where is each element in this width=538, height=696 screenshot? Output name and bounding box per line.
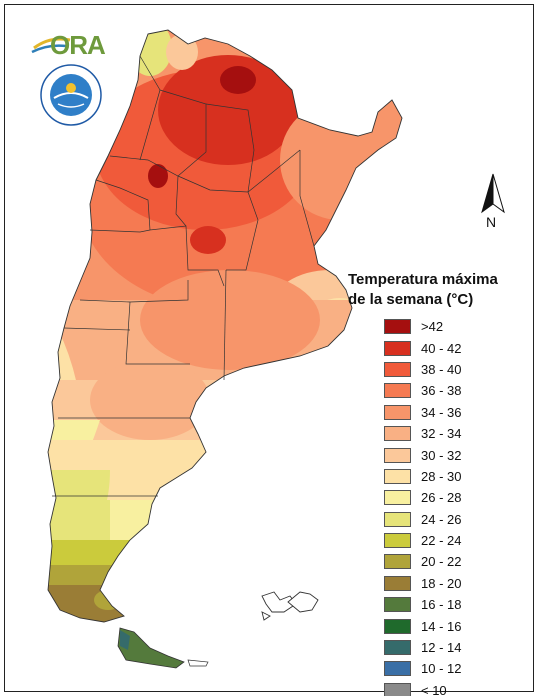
legend-swatch [384, 319, 411, 335]
legend-swatch [384, 682, 411, 696]
legend-swatch [384, 618, 411, 634]
legend-item: 34 - 36 [384, 402, 534, 423]
legend-label: 20 - 22 [421, 554, 462, 570]
legend-title: Temperatura máxima de la semana (°C) [348, 270, 528, 310]
legend-label: 24 - 26 [421, 511, 462, 527]
legend-label: 18 - 20 [421, 575, 462, 591]
legend-item: 22 - 24 [384, 530, 534, 551]
north-arrow-icon [481, 173, 505, 214]
ora-logo-text: ORA [50, 30, 106, 60]
legend-swatch [384, 426, 411, 442]
legend-label: >42 [421, 319, 444, 335]
legend-item: 28 - 30 [384, 466, 534, 487]
legend-item: 26 - 28 [384, 487, 534, 508]
ora-logo-icon [31, 37, 71, 54]
smn-seal-icon [40, 64, 102, 126]
legend-label: 16 - 18 [421, 597, 462, 613]
legend-swatch [384, 340, 411, 356]
country-outline [47, 29, 403, 623]
tierra-del-fuego [117, 627, 209, 669]
legend-item: 18 - 20 [384, 573, 534, 594]
legend-item: 24 - 26 [384, 509, 534, 530]
legend-swatch [384, 361, 411, 377]
legend-label: 28 - 30 [421, 468, 462, 484]
legend-label: 14 - 16 [421, 618, 462, 634]
legend-swatch [384, 640, 411, 656]
legend: >42 40 - 42 38 - 40 36 - 38 34 - 36 32 - 34 30… [384, 316, 534, 696]
legend-label: 32 - 34 [421, 426, 462, 442]
legend-swatch [384, 447, 411, 463]
legend-item: 36 - 38 [384, 380, 534, 401]
legend-swatch [384, 533, 411, 549]
legend-swatch [384, 490, 411, 506]
legend-item: < 10 [384, 680, 534, 696]
legend-swatch [384, 383, 411, 399]
legend-swatch [384, 575, 411, 591]
legend-label: 30 - 32 [421, 447, 462, 463]
legend-label: 36 - 38 [421, 383, 462, 399]
legend-item: 12 - 14 [384, 637, 534, 658]
legend-label: 12 - 14 [421, 640, 462, 656]
legend-swatch [384, 661, 411, 677]
province-borders [52, 55, 315, 497]
legend-item: 38 - 40 [384, 359, 534, 380]
legend-item: 10 - 12 [384, 658, 534, 679]
legend-item: >42 [384, 316, 534, 337]
legend-item: 32 - 34 [384, 423, 534, 444]
legend-title-line-2: de la semana (°C) [348, 291, 474, 308]
legend-label: 22 - 24 [421, 533, 462, 549]
legend-swatch [384, 554, 411, 570]
legend-label: 10 - 12 [421, 661, 462, 677]
malvinas-islands [261, 591, 319, 621]
north-label: N [486, 214, 497, 230]
legend-label: 38 - 40 [421, 361, 462, 377]
legend-label: 26 - 28 [421, 490, 462, 506]
legend-item: 30 - 32 [384, 444, 534, 465]
legend-swatch [384, 511, 411, 527]
legend-swatch [384, 597, 411, 613]
legend-item: 20 - 22 [384, 551, 534, 572]
legend-item: 40 - 42 [384, 337, 534, 358]
map-frame [4, 4, 534, 692]
legend-item: 14 - 16 [384, 615, 534, 636]
legend-swatch [384, 404, 411, 420]
legend-label: 40 - 42 [421, 340, 462, 356]
legend-title-line-1: Temperatura máxima [348, 271, 498, 288]
legend-label: < 10 [421, 682, 447, 696]
legend-swatch [384, 468, 411, 484]
legend-item: 16 - 18 [384, 594, 534, 615]
legend-label: 34 - 36 [421, 404, 462, 420]
